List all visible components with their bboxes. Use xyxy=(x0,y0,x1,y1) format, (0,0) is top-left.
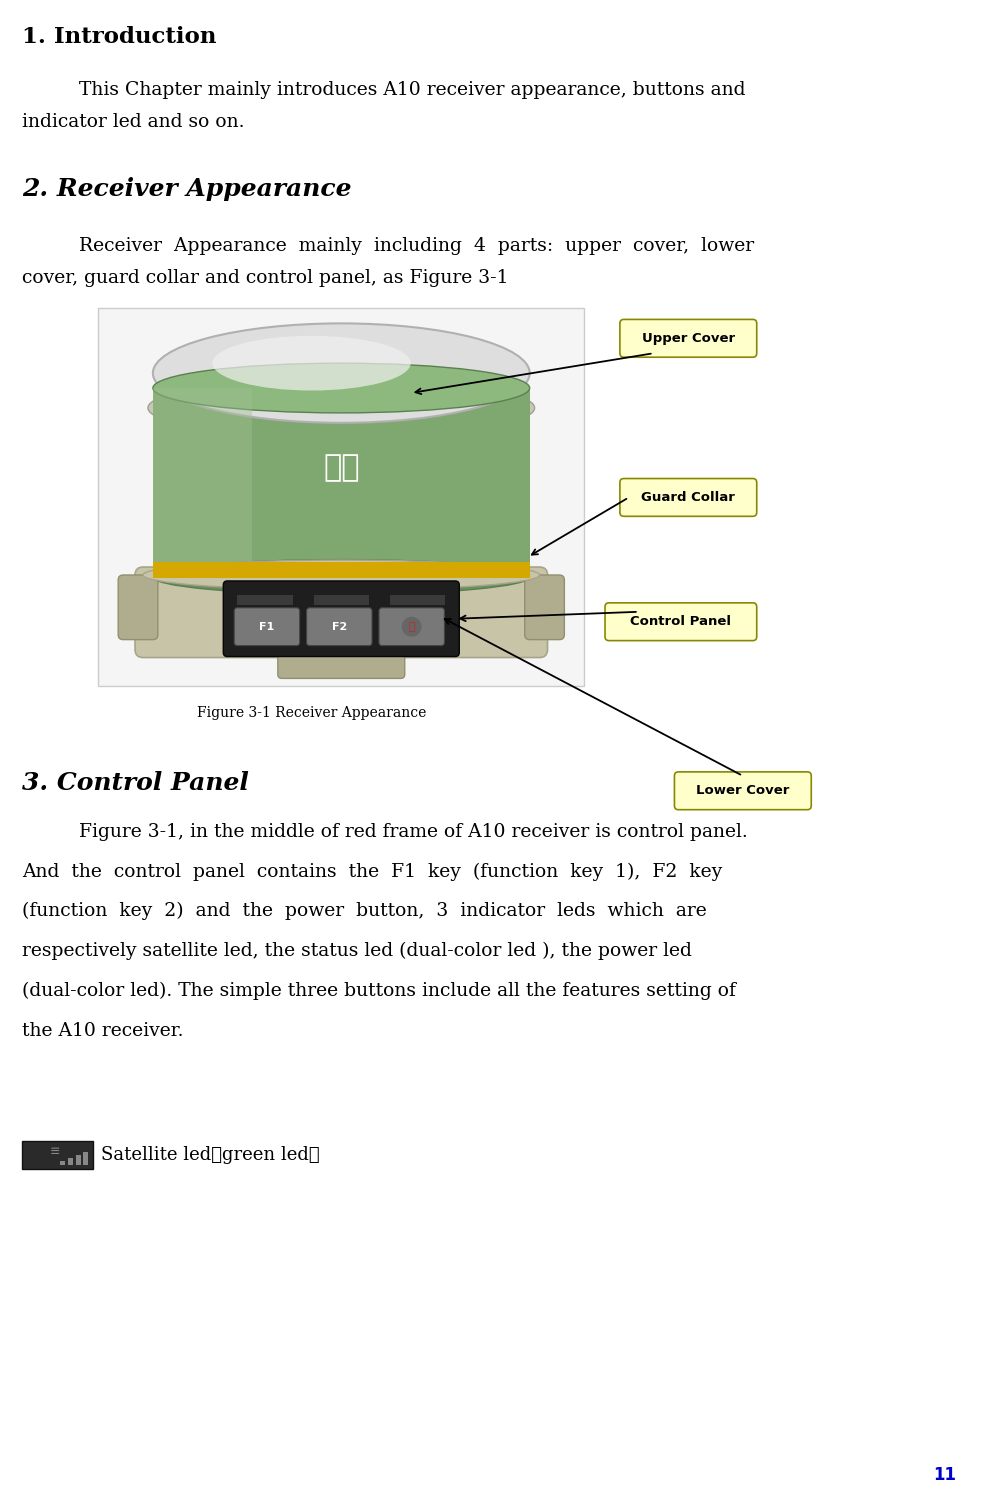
Text: Satellite led（green led）: Satellite led（green led） xyxy=(101,1145,319,1163)
Ellipse shape xyxy=(212,336,411,390)
FancyBboxPatch shape xyxy=(307,608,372,646)
FancyBboxPatch shape xyxy=(620,319,757,357)
Text: (function  key  2)  and  the  power  button,  3  indicator  leds  which  are: (function key 2) and the power button, 3… xyxy=(22,901,707,921)
Bar xyxy=(237,594,293,605)
Ellipse shape xyxy=(143,560,540,590)
FancyBboxPatch shape xyxy=(135,567,548,658)
Text: 3. Control Panel: 3. Control Panel xyxy=(22,771,249,795)
Text: F2: F2 xyxy=(331,622,347,632)
FancyBboxPatch shape xyxy=(118,575,158,640)
Text: And  the  control  panel  contains  the  F1  key  (function  key  1),  F2  key: And the control panel contains the F1 ke… xyxy=(22,862,723,880)
Text: Upper Cover: Upper Cover xyxy=(642,331,735,345)
Text: Figure 3-1, in the middle of red frame of A10 receiver is control panel.: Figure 3-1, in the middle of red frame o… xyxy=(79,823,747,841)
Text: F1: F1 xyxy=(260,622,274,632)
FancyBboxPatch shape xyxy=(674,772,811,810)
Ellipse shape xyxy=(153,324,530,423)
FancyBboxPatch shape xyxy=(278,641,405,679)
Text: (dual-color led). The simple three buttons include all the features setting of: (dual-color led). The simple three butto… xyxy=(22,981,736,999)
Circle shape xyxy=(402,617,422,637)
FancyBboxPatch shape xyxy=(620,479,757,516)
Text: 2. Receiver Appearance: 2. Receiver Appearance xyxy=(22,178,352,202)
Bar xyxy=(153,561,530,578)
Bar xyxy=(22,1141,93,1169)
Text: respectively satellite led, the status led (dual-color led ), the power led: respectively satellite led, the status l… xyxy=(22,942,692,960)
FancyBboxPatch shape xyxy=(605,604,757,641)
Bar xyxy=(314,594,369,605)
Text: 1. Introduction: 1. Introduction xyxy=(22,26,216,48)
Bar xyxy=(390,594,445,605)
Text: 华星: 华星 xyxy=(323,453,360,482)
Text: the A10 receiver.: the A10 receiver. xyxy=(22,1022,184,1040)
Ellipse shape xyxy=(147,378,535,438)
Ellipse shape xyxy=(153,363,530,412)
FancyBboxPatch shape xyxy=(525,575,564,640)
Text: 11: 11 xyxy=(933,1466,956,1484)
Bar xyxy=(153,388,252,576)
Text: Lower Cover: Lower Cover xyxy=(696,784,789,798)
Text: Figure 3-1 Receiver Appearance: Figure 3-1 Receiver Appearance xyxy=(197,706,427,721)
Ellipse shape xyxy=(153,560,530,594)
Text: Guard Collar: Guard Collar xyxy=(641,491,735,504)
FancyBboxPatch shape xyxy=(223,581,459,656)
Bar xyxy=(84,1151,88,1165)
Text: Control Panel: Control Panel xyxy=(630,616,731,628)
Bar xyxy=(68,1157,73,1165)
Text: indicator led and so on.: indicator led and so on. xyxy=(22,113,245,131)
Text: Receiver  Appearance  mainly  including  4  parts:  upper  cover,  lower: Receiver Appearance mainly including 4 p… xyxy=(79,236,754,254)
Bar xyxy=(153,388,530,576)
FancyBboxPatch shape xyxy=(234,608,300,646)
Bar xyxy=(76,1154,81,1165)
Text: ⏻: ⏻ xyxy=(408,622,415,632)
Text: cover, guard collar and control panel, as Figure 3-1: cover, guard collar and control panel, a… xyxy=(22,269,508,286)
Text: This Chapter mainly introduces A10 receiver appearance, buttons and: This Chapter mainly introduces A10 recei… xyxy=(79,81,745,99)
FancyBboxPatch shape xyxy=(379,608,444,646)
Bar xyxy=(60,1160,65,1165)
Text: ≡: ≡ xyxy=(50,1145,60,1157)
Bar xyxy=(98,309,584,686)
